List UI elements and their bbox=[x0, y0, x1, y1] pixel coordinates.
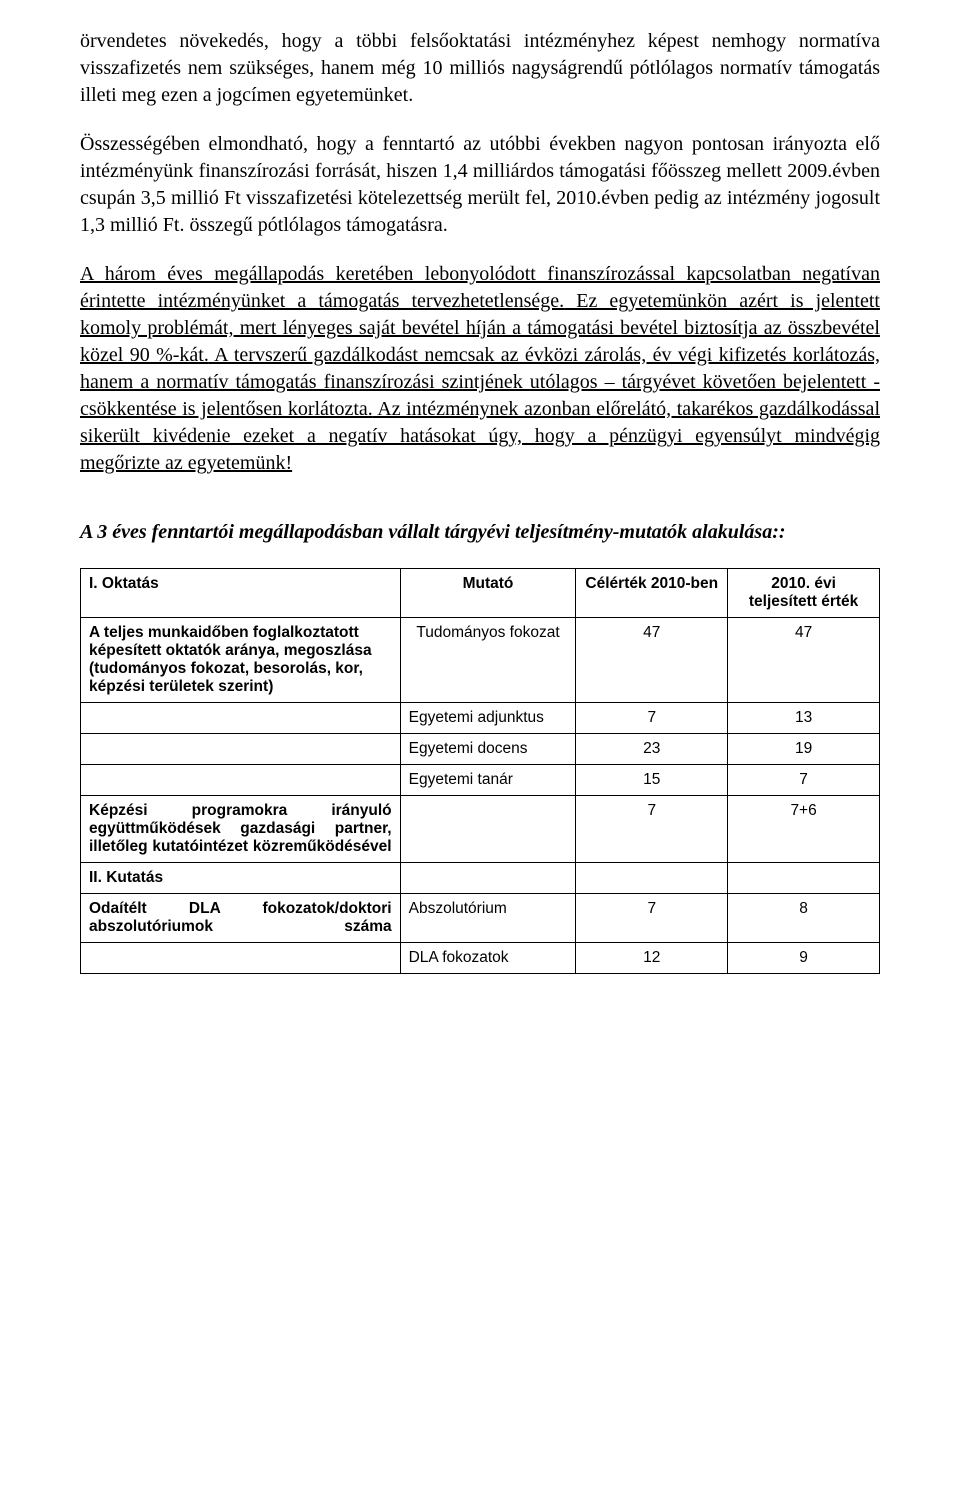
cell-mutato bbox=[400, 863, 576, 894]
table-row: Egyetemi adjunktus 7 13 bbox=[81, 703, 880, 734]
document-page: örvendetes növekedés, hogy a többi felső… bbox=[0, 0, 960, 1014]
table-row: Odaítélt DLA fokozatok/doktori abszolutó… bbox=[81, 894, 880, 943]
cell-mutato: Egyetemi tanár bbox=[400, 765, 576, 796]
cell-telj: 19 bbox=[728, 734, 880, 765]
paragraph-3: A három éves megállapodás keretében lebo… bbox=[80, 261, 880, 477]
cell-label bbox=[81, 943, 401, 974]
cell-mutato: Egyetemi docens bbox=[400, 734, 576, 765]
th-celertek: Célérték 2010-ben bbox=[576, 569, 728, 618]
cell-cel: 12 bbox=[576, 943, 728, 974]
table-row: A teljes munkaidőben foglalkoztatott kép… bbox=[81, 618, 880, 703]
cell-telj: 7 bbox=[728, 765, 880, 796]
cell-label: II. Kutatás bbox=[81, 863, 401, 894]
th-oktatas: I. Oktatás bbox=[81, 569, 401, 618]
cell-label bbox=[81, 765, 401, 796]
cell-label bbox=[81, 703, 401, 734]
paragraph-2: Összességében elmondható, hogy a fenntar… bbox=[80, 131, 880, 239]
cell-label: Képzési programokra irányuló együttműköd… bbox=[81, 796, 401, 863]
cell-mutato: Tudományos fokozat bbox=[400, 618, 576, 703]
th-teljesitett: 2010. évi teljesített érték bbox=[728, 569, 880, 618]
cell-telj bbox=[728, 863, 880, 894]
section-heading: A 3 éves fenntartói megállapodásban váll… bbox=[80, 521, 880, 544]
table-row: II. Kutatás bbox=[81, 863, 880, 894]
cell-cel: 47 bbox=[576, 618, 728, 703]
th-mutato: Mutató bbox=[400, 569, 576, 618]
cell-label bbox=[81, 734, 401, 765]
cell-telj: 9 bbox=[728, 943, 880, 974]
table-row: DLA fokozatok 12 9 bbox=[81, 943, 880, 974]
cell-cel: 23 bbox=[576, 734, 728, 765]
cell-mutato: Egyetemi adjunktus bbox=[400, 703, 576, 734]
cell-cel: 7 bbox=[576, 703, 728, 734]
cell-telj: 8 bbox=[728, 894, 880, 943]
cell-label: Odaítélt DLA fokozatok/doktori abszolutó… bbox=[81, 894, 401, 943]
cell-telj: 7+6 bbox=[728, 796, 880, 863]
cell-cel: 7 bbox=[576, 796, 728, 863]
cell-telj: 13 bbox=[728, 703, 880, 734]
table-row: Egyetemi docens 23 19 bbox=[81, 734, 880, 765]
cell-cel: 15 bbox=[576, 765, 728, 796]
cell-cel bbox=[576, 863, 728, 894]
cell-telj: 47 bbox=[728, 618, 880, 703]
table-row: Képzési programokra irányuló együttműköd… bbox=[81, 796, 880, 863]
paragraph-1: örvendetes növekedés, hogy a többi felső… bbox=[80, 28, 880, 109]
table-header-row: I. Oktatás Mutató Célérték 2010-ben 2010… bbox=[81, 569, 880, 618]
cell-mutato: DLA fokozatok bbox=[400, 943, 576, 974]
cell-mutato: Abszolutórium bbox=[400, 894, 576, 943]
table-row: Egyetemi tanár 15 7 bbox=[81, 765, 880, 796]
cell-label: A teljes munkaidőben foglalkoztatott kép… bbox=[81, 618, 401, 703]
cell-cel: 7 bbox=[576, 894, 728, 943]
cell-mutato bbox=[400, 796, 576, 863]
performance-table: I. Oktatás Mutató Célérték 2010-ben 2010… bbox=[80, 568, 880, 974]
